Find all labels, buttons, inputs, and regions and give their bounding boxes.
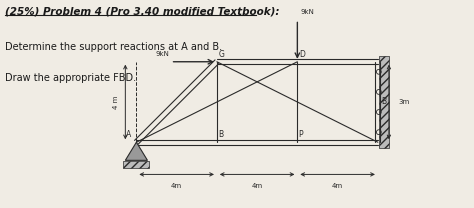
- Text: Draw the appropriate FBD.: Draw the appropriate FBD.: [5, 73, 136, 83]
- Text: 3m: 3m: [398, 99, 409, 105]
- Text: 4m: 4m: [332, 183, 343, 189]
- Text: D: D: [300, 50, 305, 59]
- Text: Determine the support reactions at A and B.: Determine the support reactions at A and…: [5, 42, 222, 52]
- Text: 9kN: 9kN: [155, 51, 170, 57]
- Text: A: A: [126, 130, 131, 139]
- Text: 9kN: 9kN: [301, 10, 314, 15]
- Text: 4 m: 4 m: [113, 95, 119, 109]
- Text: 4m: 4m: [252, 183, 263, 189]
- Polygon shape: [125, 142, 147, 160]
- Text: G: G: [219, 50, 225, 59]
- Text: P: P: [298, 130, 303, 139]
- Text: B: B: [218, 130, 223, 139]
- Text: B: B: [381, 98, 386, 106]
- Text: (25%) Problem 4 (Pro 3.40 modified Textbook):: (25%) Problem 4 (Pro 3.40 modified Textb…: [5, 6, 279, 16]
- Text: 4m: 4m: [171, 183, 182, 189]
